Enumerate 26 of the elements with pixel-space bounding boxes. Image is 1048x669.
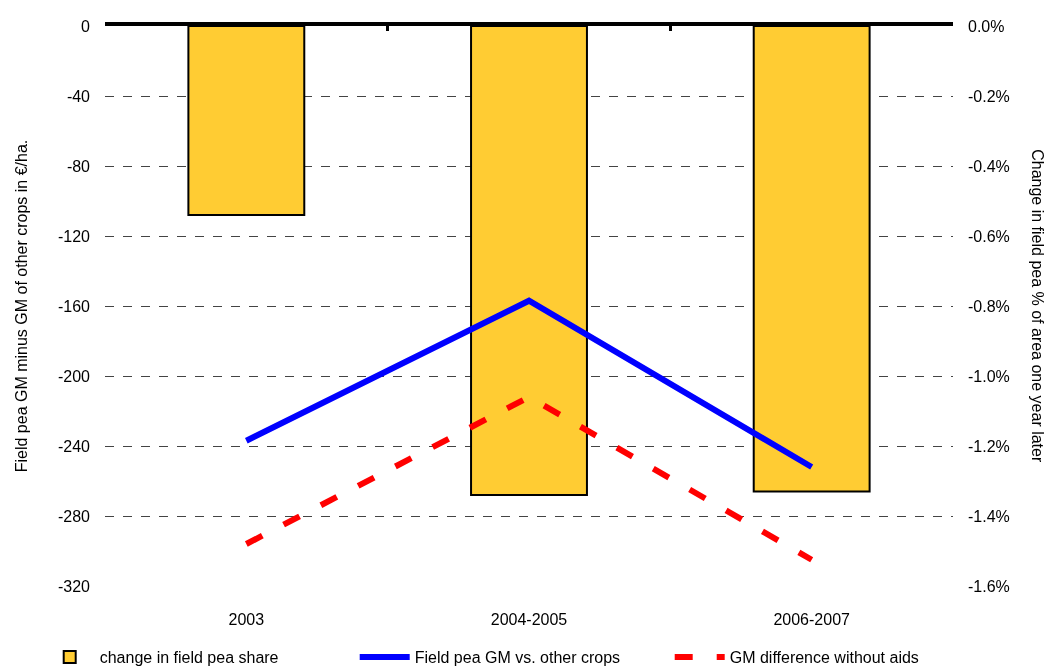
y2-tick-label: -0.8% — [968, 297, 1010, 315]
y2-tick-label: -1.4% — [968, 507, 1010, 525]
y-tick-label: -160 — [57, 297, 91, 315]
y2-tick-label: 0.0% — [968, 17, 1005, 35]
y2-tick-label: -1.6% — [968, 577, 1010, 595]
y2-tick-label: -1.2% — [968, 437, 1010, 455]
y-tick-label: -80 — [66, 157, 91, 175]
y2-tick-label: -1.0% — [968, 367, 1010, 385]
y-tick-label: -320 — [57, 577, 91, 595]
y-axis-title: Field pea GM minus GM of other crops in €/ha. — [12, 139, 30, 473]
y2-tick-label: -0.4% — [968, 157, 1010, 175]
y2-tick-label: -0.6% — [968, 227, 1010, 245]
y-tick-label: 0 — [81, 17, 91, 35]
y-tick-label: -200 — [57, 367, 91, 385]
x-tick-label: 2003 — [228, 611, 265, 628]
legend-label: change in field pea share — [99, 649, 279, 667]
legend-label: Field pea GM vs. other crops — [414, 649, 621, 667]
x-tick-label: 2006-2007 — [773, 611, 851, 628]
legend-label: GM difference without aids — [729, 649, 919, 667]
y-tick-label: -40 — [66, 87, 91, 105]
y-tick-label: -120 — [57, 227, 91, 245]
y-tick-label: -240 — [57, 437, 91, 455]
x-tick-label: 2004-2005 — [490, 611, 568, 628]
y2-tick-label: -0.2% — [968, 87, 1010, 105]
y2-axis-title: Change in field pea % of area one year later — [1028, 149, 1046, 463]
y-tick-label: -280 — [57, 507, 91, 525]
